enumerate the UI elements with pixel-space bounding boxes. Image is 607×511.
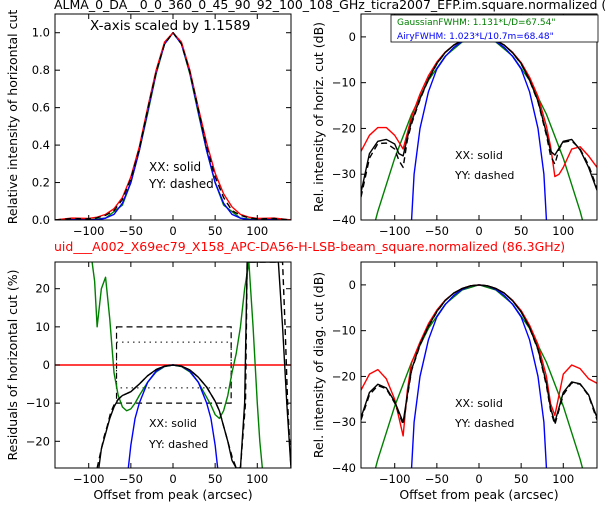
- x-tick-label: 50: [514, 472, 529, 486]
- x-tick-label: −50: [425, 224, 449, 238]
- x-tick-label: −50: [119, 224, 143, 238]
- panel-p1: −100 −50 0 50 100 0.0 0.2 0.4 0.6 0.8 1.0 Relative …: [5, 10, 292, 238]
- annotation: XX: solid: [149, 417, 197, 430]
- y-tick-label: −20: [26, 434, 50, 448]
- y-axis-label: Rel. intensity of diag. cut (dB): [311, 272, 326, 458]
- y-tick-label: −10: [26, 396, 50, 410]
- y-tick-label: −20: [332, 121, 356, 135]
- annotation: YY: dashed: [454, 417, 514, 430]
- y-tick-label: 0.2: [32, 176, 50, 190]
- y-tick-label: 0: [349, 278, 356, 292]
- annotation: XX: solid: [455, 149, 503, 162]
- x-tick-label: −50: [119, 472, 143, 486]
- x-tick-label: 0: [169, 472, 176, 486]
- annotation: YY: dashed: [148, 177, 214, 191]
- y-axis-label: Relative intensity of horizontal cut: [5, 10, 20, 225]
- series-line-xx: [361, 284, 597, 437]
- series-group: [361, 284, 597, 468]
- plot-frame: [360, 261, 598, 469]
- x-tick-label: −100: [379, 224, 411, 238]
- legend-entry: AiryFWHM: 1.023*L/10.7m=68.48": [397, 32, 554, 42]
- y-tick-label: −10: [332, 76, 356, 90]
- y-tick-label: −40: [332, 461, 356, 475]
- x-tick-label: −50: [425, 472, 449, 486]
- legend-box: [390, 14, 599, 43]
- x-tick-label: 100: [552, 472, 574, 486]
- y-tick-label: 0.0: [32, 213, 50, 227]
- x-tick-label: −100: [73, 472, 105, 486]
- y-tick-label: 0: [349, 30, 356, 44]
- x-tick-label: −100: [73, 224, 105, 238]
- y-tick-label: −20: [332, 369, 356, 383]
- annotation: YY: dashed: [454, 169, 514, 182]
- y-tick-label: 0: [43, 358, 50, 372]
- annotation: X-axis scaled by 1.1589: [90, 18, 251, 34]
- y-tick-label: 1.0: [32, 26, 50, 40]
- x-tick-label: 0: [169, 224, 176, 238]
- figure-title: ALMA_0_DA__0_0_360_0_45_90_92_100_108_GH…: [54, 0, 606, 12]
- series-group: [55, 32, 291, 220]
- x-tick-label: 100: [246, 472, 268, 486]
- y-tick-label: 0.6: [32, 101, 50, 115]
- y-axis-label: Rel. intensity of horiz. cut (dB): [311, 22, 326, 212]
- x-tick-label: 0: [475, 472, 482, 486]
- annotation: XX: solid: [455, 397, 503, 410]
- legend-entry: GaussianFWHM: 1.131*L/D=67.54": [397, 18, 555, 28]
- series-line-xx: [55, 32, 291, 220]
- series-line-airy: [410, 36, 548, 220]
- y-tick-label: −30: [332, 415, 356, 429]
- series-group: [55, 262, 291, 468]
- x-axis-label: Offset from peak (arcsec): [399, 487, 558, 502]
- y-tick-label: 20: [35, 282, 50, 296]
- y-tick-label: 0.4: [32, 138, 50, 152]
- y-tick-label: −30: [332, 167, 356, 181]
- series-line-yy-dashed: [361, 36, 597, 198]
- y-tick-label: 10: [35, 320, 50, 334]
- y-tick-label: 0.8: [32, 63, 50, 77]
- y-tick-label: −10: [332, 324, 356, 338]
- figure-subtitle: uid___A002_X69ec79_X158_APC-DA56-H-LSB-b…: [54, 239, 565, 254]
- x-tick-label: −100: [379, 472, 411, 486]
- series-line-airy: [410, 284, 548, 468]
- x-axis-label: Offset from peak (arcsec): [93, 487, 252, 502]
- series-line-airy: [55, 32, 291, 220]
- x-tick-label: 100: [246, 224, 268, 238]
- series-line-yy-dashed: [96, 262, 291, 468]
- series-line-yy-dashed: [55, 32, 291, 220]
- legend: GaussianFWHM: 1.131*L/D=67.54" AiryFWHM: …: [390, 14, 599, 43]
- plot-frame: [360, 13, 598, 221]
- y-axis-label: Residuals of horizontal cut (%): [5, 270, 20, 461]
- annotation: XX: solid: [149, 160, 201, 174]
- annotation: YY: dashed: [148, 438, 208, 451]
- y-tick-label: −40: [332, 213, 356, 227]
- x-tick-label: 100: [552, 224, 574, 238]
- x-tick-label: 0: [475, 224, 482, 238]
- x-tick-label: 50: [208, 472, 223, 486]
- x-tick-label: 50: [514, 224, 529, 238]
- x-tick-label: 50: [208, 224, 223, 238]
- series-line-gaussian: [55, 32, 291, 220]
